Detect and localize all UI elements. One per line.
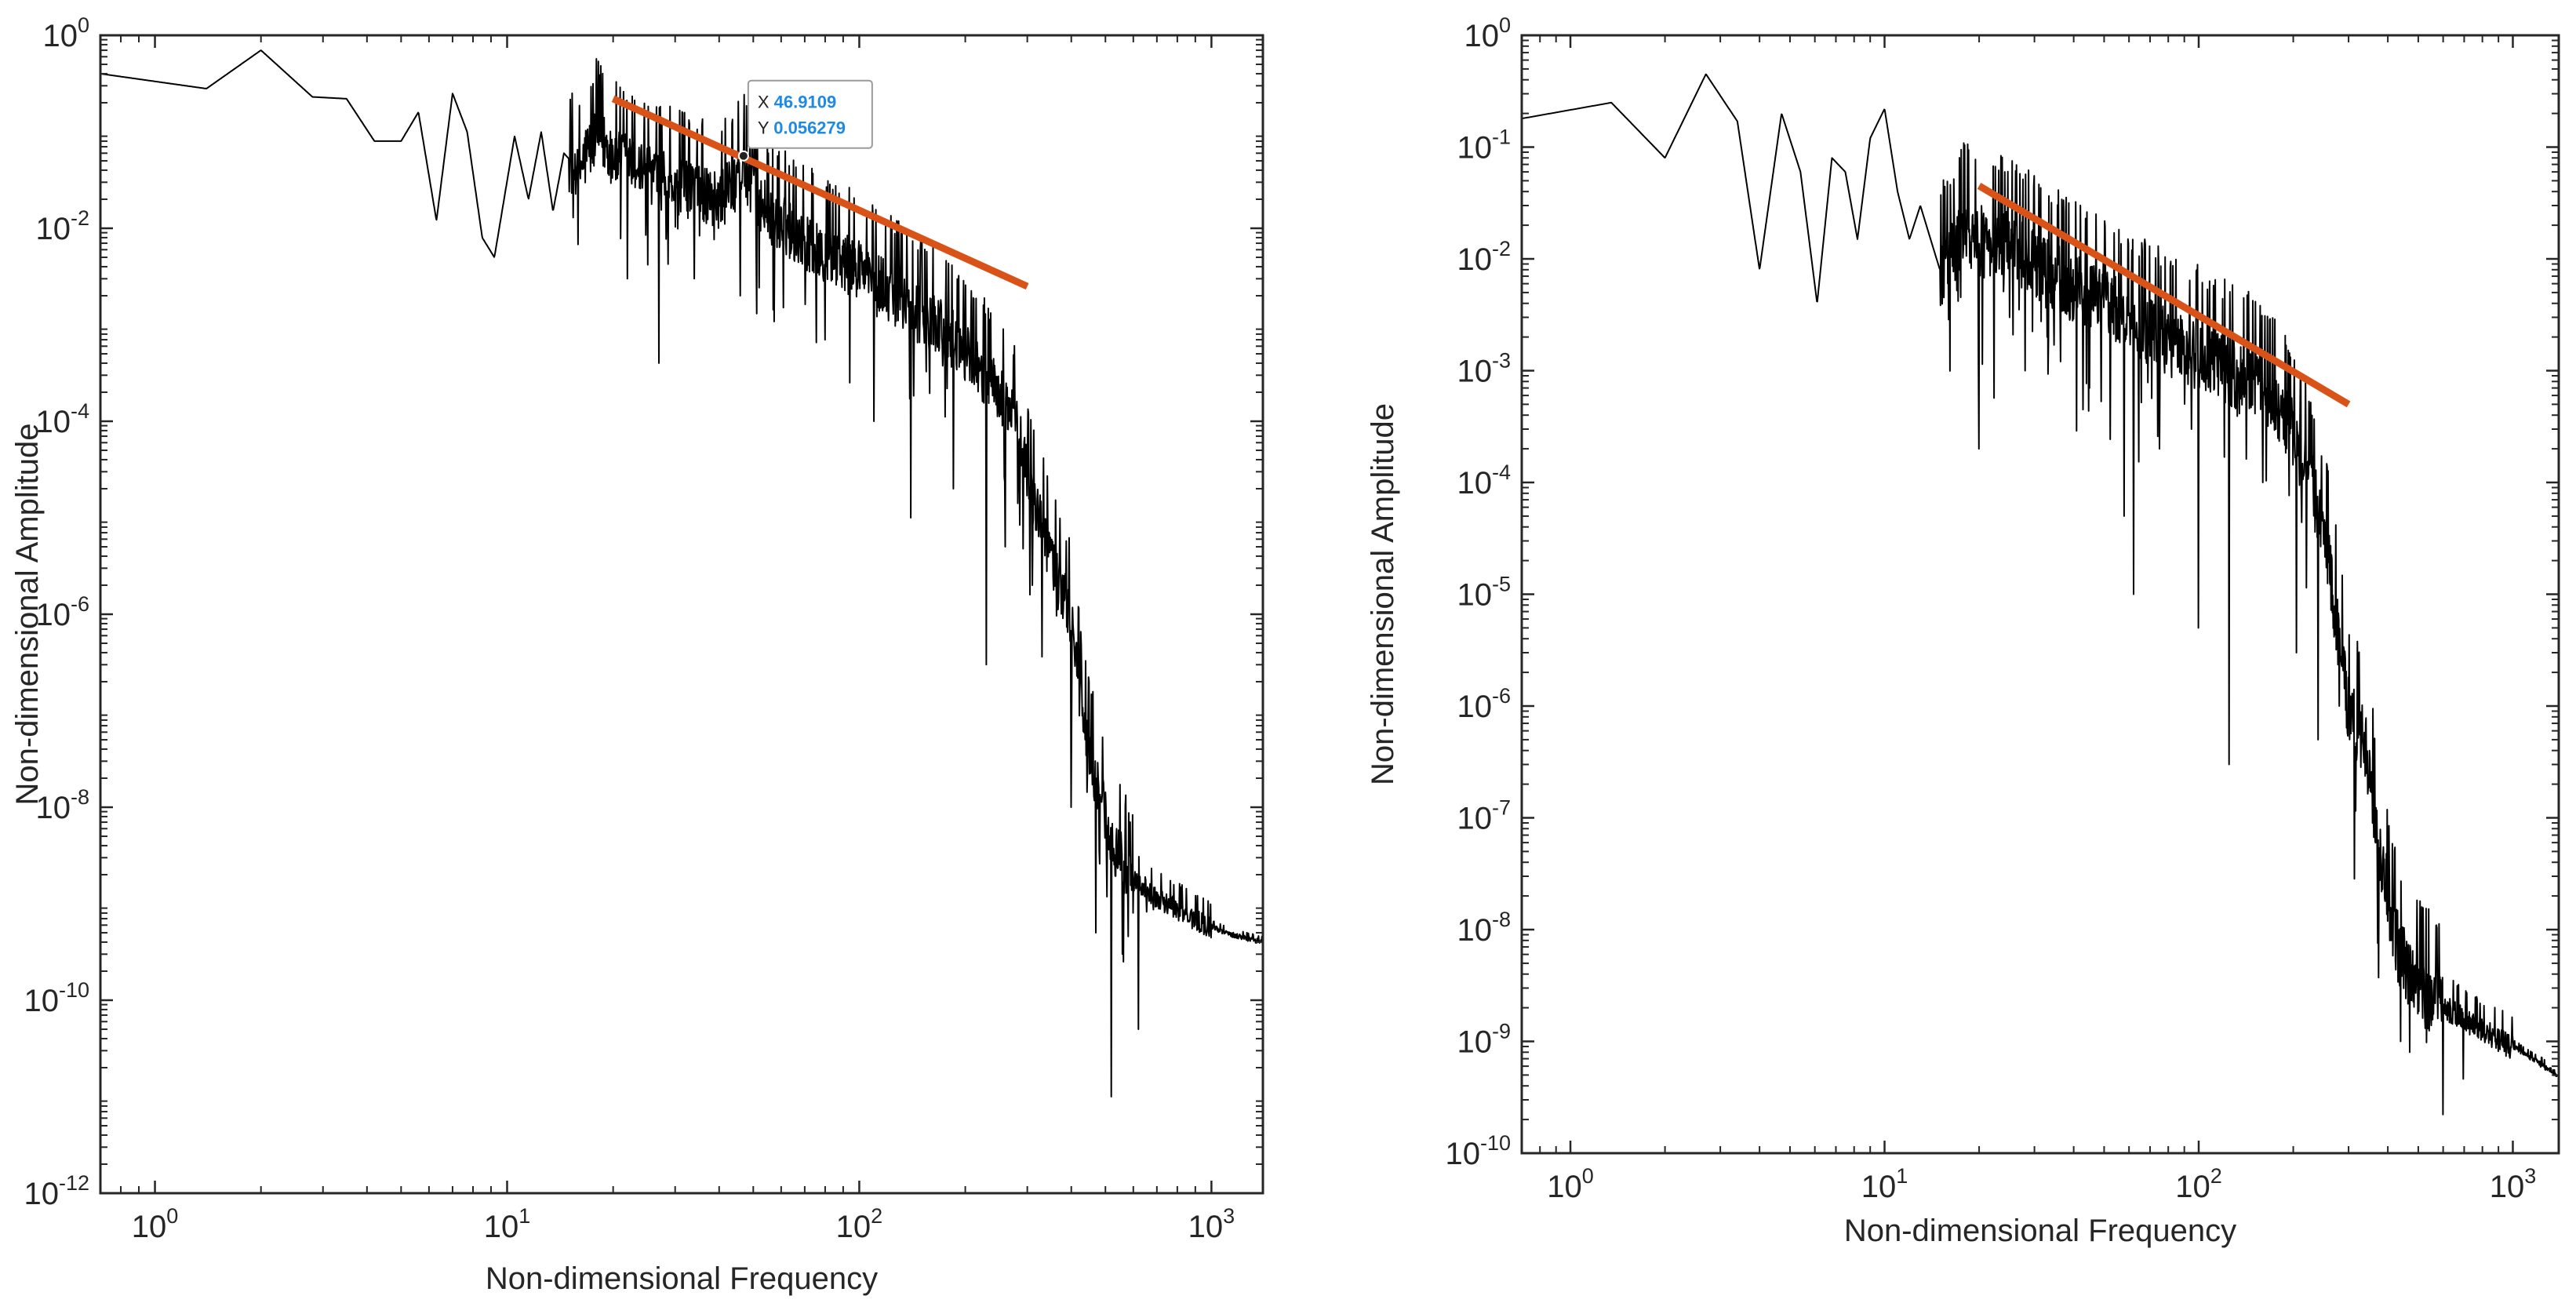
y-tick-label: 10-5 bbox=[1457, 573, 1511, 613]
fit-line bbox=[611, 95, 1029, 290]
x-axis-label: Non-dimensional Frequency bbox=[486, 1261, 878, 1296]
y-axis-label: Non-dimensional Amplitude bbox=[1366, 403, 1400, 785]
y-tick-label: 10-10 bbox=[24, 978, 89, 1018]
y-tick-label: 100 bbox=[42, 13, 89, 53]
y-tick-label: 10-12 bbox=[24, 1171, 89, 1211]
chart-2: 100 101 102 103 100 10-1 10-2 10-3 10-4 10-5 10-6 1… bbox=[1366, 13, 2560, 1248]
chart-1: 100 101 102 103 100 10-2 10-4 10-6 10-8 10-10 10-1… bbox=[10, 13, 1264, 1296]
datatip-y: Y 0.056279 bbox=[758, 118, 846, 138]
y-tick-label: 10-4 bbox=[1457, 460, 1511, 500]
x-tick-label: 100 bbox=[1547, 1164, 1594, 1204]
x-tick-label: 103 bbox=[1188, 1204, 1235, 1244]
y-tick-label: 10-8 bbox=[1457, 908, 1511, 948]
x-tick-label: 102 bbox=[2175, 1164, 2222, 1204]
x-tick-label: 100 bbox=[132, 1204, 179, 1244]
x-tick-label: 103 bbox=[2490, 1164, 2537, 1204]
x-tick-label: 101 bbox=[484, 1204, 531, 1244]
datatip-x: X 46.9109 bbox=[758, 93, 836, 112]
y-tick-label: 10-6 bbox=[1457, 684, 1511, 724]
y-tick-label: 10-9 bbox=[1457, 1020, 1511, 1060]
y-tick-label: 10-10 bbox=[1445, 1131, 1511, 1171]
y-tick-label: 10-7 bbox=[1457, 796, 1511, 836]
fit-line bbox=[1977, 183, 2351, 408]
y-tick-label: 10-3 bbox=[1457, 349, 1511, 389]
x-tick-label: 101 bbox=[1861, 1164, 1908, 1204]
datatip-box bbox=[747, 79, 873, 149]
y-tick-label: 10-8 bbox=[35, 785, 89, 825]
spectrum-line bbox=[100, 49, 1263, 1097]
y-tick-label: 10-1 bbox=[1457, 126, 1511, 166]
y-tick-label: 10-2 bbox=[1457, 237, 1511, 277]
y-tick-label: 100 bbox=[1464, 13, 1511, 53]
x-tick-label: 102 bbox=[836, 1204, 883, 1244]
y-tick-label: 10-6 bbox=[35, 592, 89, 632]
y-tick-label: 10-4 bbox=[35, 399, 89, 439]
x-axis-label: Non-dimensional Frequency bbox=[1844, 1214, 2236, 1248]
datatip-marker bbox=[737, 150, 749, 162]
y-axis-label: Non-dimensional Amplitude bbox=[10, 424, 45, 806]
spectrum-line bbox=[1522, 73, 2559, 1116]
y-tick-label: 10-2 bbox=[35, 206, 89, 246]
